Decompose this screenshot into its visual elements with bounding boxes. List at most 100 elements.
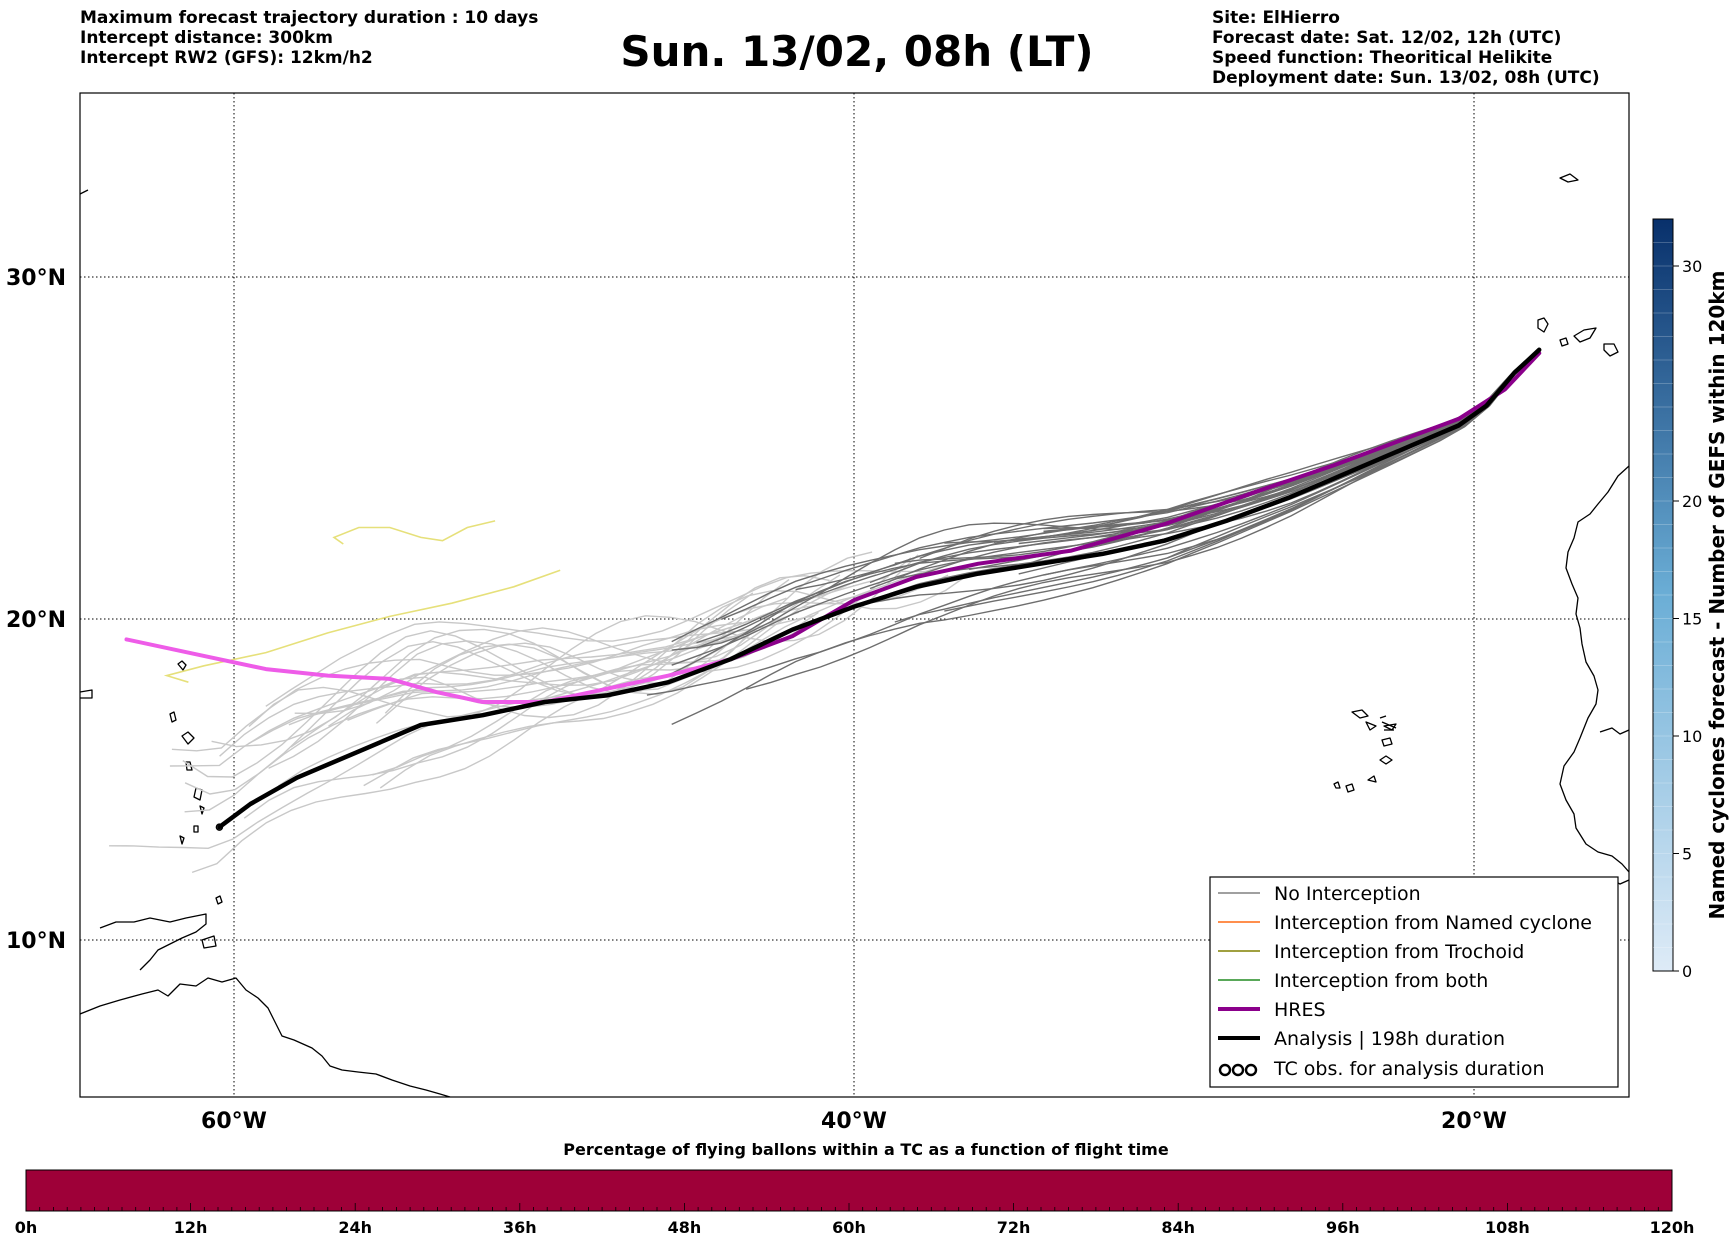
horizontal-colorbar-minor-ticks: [39, 1203, 1659, 1211]
horizontal-colorbar-tick-label: 24h: [338, 1218, 372, 1237]
tc-obs-symbol: [1218, 1063, 1258, 1077]
lat-label-30n: 30°N: [6, 266, 66, 291]
ensemble-track-yellow: [163, 569, 561, 683]
cape-verde-9: [1333, 781, 1341, 789]
africa-inland-detail: [1599, 727, 1629, 735]
vertical-colorbar-fill: [1652, 218, 1674, 972]
legend-label-tc-obs: TC obs. for analysis duration: [1273, 1058, 1545, 1080]
bermuda-edge: [80, 189, 89, 195]
ensemble-track: [894, 349, 1540, 586]
lon-label-60w: 60°W: [201, 1109, 267, 1134]
coastlines: [80, 173, 1629, 1097]
madeira: [1559, 173, 1579, 183]
legend-entries: No Interception Interception from Named …: [1218, 883, 1592, 1080]
legend-label-no-interception: No Interception: [1274, 883, 1421, 905]
lon-label-40w: 40°W: [821, 1109, 887, 1134]
horizontal-colorbar-tick-label: 48h: [668, 1218, 702, 1237]
vertical-colorbar-tick-label: 5: [1682, 845, 1692, 864]
ensemble-track: [1167, 349, 1540, 559]
ensemble-track: [696, 349, 1540, 649]
legend-box: [1209, 876, 1619, 1088]
run-info-left: Maximum forecast trajectory duration : 1…: [80, 8, 538, 68]
cape-verde-11: [1367, 775, 1377, 783]
hres-trajectory-late: [124, 637, 733, 704]
analysis-trajectory: [217, 347, 1542, 830]
south-america-coast: [80, 977, 451, 1097]
venezuela-coast: [99, 913, 207, 971]
run-info-right: Site: ElHierro Forecast date: Sat. 12/02…: [1212, 8, 1600, 88]
trinidad: [201, 935, 217, 949]
intercept-distance-text: Intercept distance: 300km: [80, 28, 333, 48]
ensemble-track: [294, 574, 841, 715]
legend-label-hres: HRES: [1274, 999, 1326, 1021]
horizontal-colorbar-title: Percentage of flying ballons within a TC…: [563, 1140, 1169, 1159]
cape-verde-2: [1365, 721, 1377, 731]
legend-label-named-cyclone: Interception from Named cyclone: [1274, 912, 1592, 934]
vertical-colorbar-tick-label: 0: [1682, 962, 1692, 981]
horizontal-colorbar-tick-label: 60h: [832, 1218, 866, 1237]
lon-label-20w: 20°W: [1441, 1109, 1507, 1134]
barbados: [215, 895, 223, 905]
vertical-colorbar-label: Named cyclones forecast - Number of GEFS…: [1705, 271, 1729, 920]
lesser-antilles-6: [193, 825, 199, 833]
page-title: Sun. 13/02, 08h (LT): [620, 27, 1094, 76]
vertical-colorbar-tick-label: 30: [1682, 257, 1702, 276]
legend-label-analysis: Analysis | 198h duration: [1274, 1028, 1505, 1050]
lesser-antilles-1: [177, 660, 187, 671]
cape-verde-6: [1381, 737, 1393, 747]
horizontal-colorbar-tick-label: 0h: [15, 1218, 38, 1237]
ensemble-track: [347, 627, 745, 721]
legend: No Interception Interception from Named …: [1209, 876, 1619, 1088]
lat-label-10n: 10°N: [6, 929, 66, 954]
canary-islands-4: [1603, 343, 1619, 357]
africa-coast: [1559, 465, 1629, 873]
ensemble-track: [184, 570, 929, 813]
ensemble-track: [745, 349, 1540, 690]
lat-label-20n: 20°N: [6, 608, 66, 633]
analysis-end-marker: [215, 823, 224, 831]
forecast-date-text: Forecast date: Sat. 12/02, 12h (UTC): [1212, 28, 1562, 48]
ensemble-track: [375, 551, 873, 724]
horizontal-colorbar-tick-label: 96h: [1326, 1218, 1360, 1237]
cape-verde-5: [1381, 721, 1397, 729]
lesser-antilles-3: [185, 761, 193, 771]
lesser-antilles-8: [169, 711, 177, 723]
map-frame: [79, 92, 1630, 1098]
ensemble-track: [646, 349, 1540, 696]
intercept-rw2-text: Intercept RW2 (GFS): 12km/h2: [80, 48, 373, 68]
ensemble-track: [191, 557, 912, 874]
cape-verde-7: [1379, 715, 1387, 719]
cape-verde-8: [1379, 755, 1393, 765]
canary-islands-3: [1573, 327, 1597, 343]
vertical-colorbar-ticks: 0 5 10 15 20 30: [1673, 257, 1702, 981]
lesser-antilles-7: [179, 835, 185, 845]
canary-islands-2: [1559, 337, 1569, 347]
horizontal-colorbar-tick-label: 108h: [1485, 1218, 1530, 1237]
cape-verde-10: [1345, 783, 1355, 793]
horizontal-colorbar-tick-label: 36h: [503, 1218, 537, 1237]
ensemble-track: [379, 574, 877, 789]
max-duration-text: Maximum forecast trajectory duration : 1…: [80, 8, 539, 28]
cape-verde-1: [1351, 709, 1369, 719]
puerto-rico-edge: [80, 689, 93, 699]
ensemble-track: [219, 614, 815, 757]
horizontal-colorbar-tick-label: 12h: [174, 1218, 208, 1237]
axis-labels: 60°W 40°W 20°W 30°N 20°N 10°N: [6, 266, 1507, 1134]
vertical-colorbar-tick-label: 10: [1682, 727, 1702, 746]
hres-trajectory: [728, 351, 1542, 662]
horizontal-colorbar-tick-label: 84h: [1161, 1218, 1195, 1237]
vertical-colorbar-tick-label: 20: [1682, 492, 1702, 511]
horizontal-colorbar: Percentage of flying ballons within a TC…: [15, 1140, 1695, 1237]
vertical-colorbar: 0 5 10 15 20 30 Named cyclones forecast - Num…: [1652, 218, 1729, 981]
horizontal-colorbar-tick-label: 120h: [1650, 1218, 1695, 1237]
lesser-antilles-2: [181, 731, 195, 745]
site-text: Site: ElHierro: [1212, 8, 1340, 28]
ensemble-track: [671, 349, 1540, 651]
horizontal-colorbar-ticks: 0h 12h 24h 36h 48h 60h 72h 84h 96h 108h 120h: [15, 1218, 1695, 1237]
speed-function-text: Speed function: Theoritical Helikite: [1212, 48, 1553, 68]
deployment-date-text: Deployment date: Sun. 13/02, 08h (UTC): [1212, 68, 1600, 88]
legend-label-both: Interception from both: [1274, 970, 1488, 992]
legend-label-trochoid: Interception from Trochoid: [1274, 941, 1524, 963]
horizontal-colorbar-tick-label: 72h: [997, 1218, 1031, 1237]
